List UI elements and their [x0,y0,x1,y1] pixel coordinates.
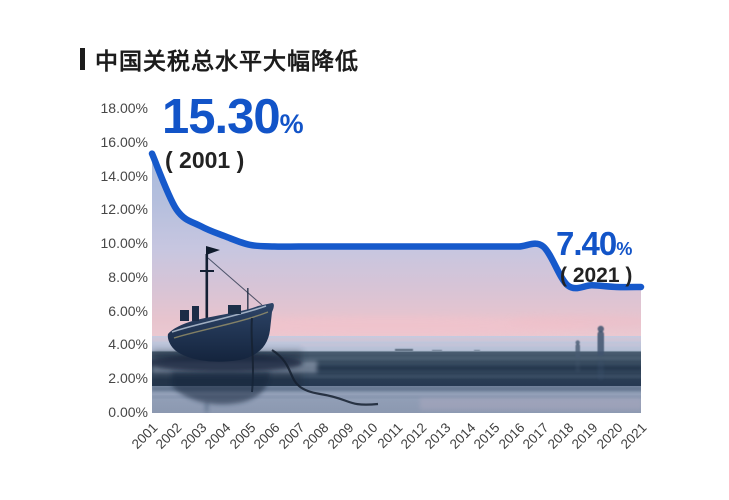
end-value: 7.40% [556,227,632,260]
figure-1-body [597,331,604,356]
y-axis-label: 8.00% [108,268,148,285]
photo-distant-boat [395,349,413,352]
boat-trim-stripe [173,311,269,339]
boat-reflection-hull [172,372,270,405]
photo-mud-highlight [152,350,641,352]
y-axis-label: 16.00% [100,133,148,150]
photo-sunset-glow [190,317,590,335]
photo-mud-streak-2 [152,366,641,370]
figure-1 [597,325,604,356]
photo-mud-streak-1 [152,357,641,360]
annotation-end: 7.40% ( 2021 ) [556,227,632,287]
figure-2 [575,340,580,358]
boat-flag [206,246,220,255]
y-axis-label: 10.00% [100,235,148,252]
boat-shadow [152,354,303,372]
y-axis-label: 18.00% [100,100,148,116]
tariff-line [148,150,645,292]
photo-wet-streak-1 [152,387,641,391]
title-accent-bar [80,48,85,70]
y-axis-label: 14.00% [100,167,148,184]
start-value-unit: % [279,109,304,139]
photo-wet-pink-tint [420,398,641,410]
boat-silhouette [167,246,274,393]
annotation-start: 15.30% ( 2001 ) [162,93,304,173]
y-axis-label: 4.00% [108,336,148,353]
page-title-text: 中国关税总水平大幅降低 [95,48,359,74]
start-year-label: ( 2001 ) [165,147,245,173]
photo-sunset-glow-right [510,316,641,328]
photo-wet-streak-2 [152,396,641,398]
page-title: 中国关税总水平大幅降低 [80,42,359,76]
boat-rigging [207,257,263,306]
start-value-number: 15.30 [162,90,281,144]
start-value: 15.30% [162,93,304,142]
photo-mud-streak-3 [152,375,641,378]
y-axis-label: 0.00% [108,404,148,420]
figure-1-head [597,325,604,333]
photo-sea-pink-streak [152,338,641,341]
boat-deck-box [228,305,241,314]
figure-2-body [575,344,580,358]
end-value-unit: % [616,239,633,259]
y-axis-label: 2.00% [108,370,148,387]
boat-hull [167,303,274,362]
photo-sea-streak [300,344,641,346]
boat-reflection [172,372,270,412]
y-axis-label: 6.00% [108,302,148,319]
end-year-label: ( 2021 ) [560,264,633,287]
boat-cabin-1 [180,310,189,321]
rope-on-sand [271,349,379,406]
boat-crossbar [200,270,214,272]
end-value-number: 7.40 [556,225,617,262]
boat-mast [205,254,209,318]
boat-reflection-mast [205,372,208,412]
y-axis-label: 12.00% [100,201,148,218]
figure-1-reflection [597,360,604,380]
boat-gunwale-stripe [171,305,267,333]
figure-2-reflection [575,360,580,372]
boat-stay-pole [247,288,249,316]
boat-cabin-2 [192,306,199,321]
figure-2-head [575,340,580,345]
